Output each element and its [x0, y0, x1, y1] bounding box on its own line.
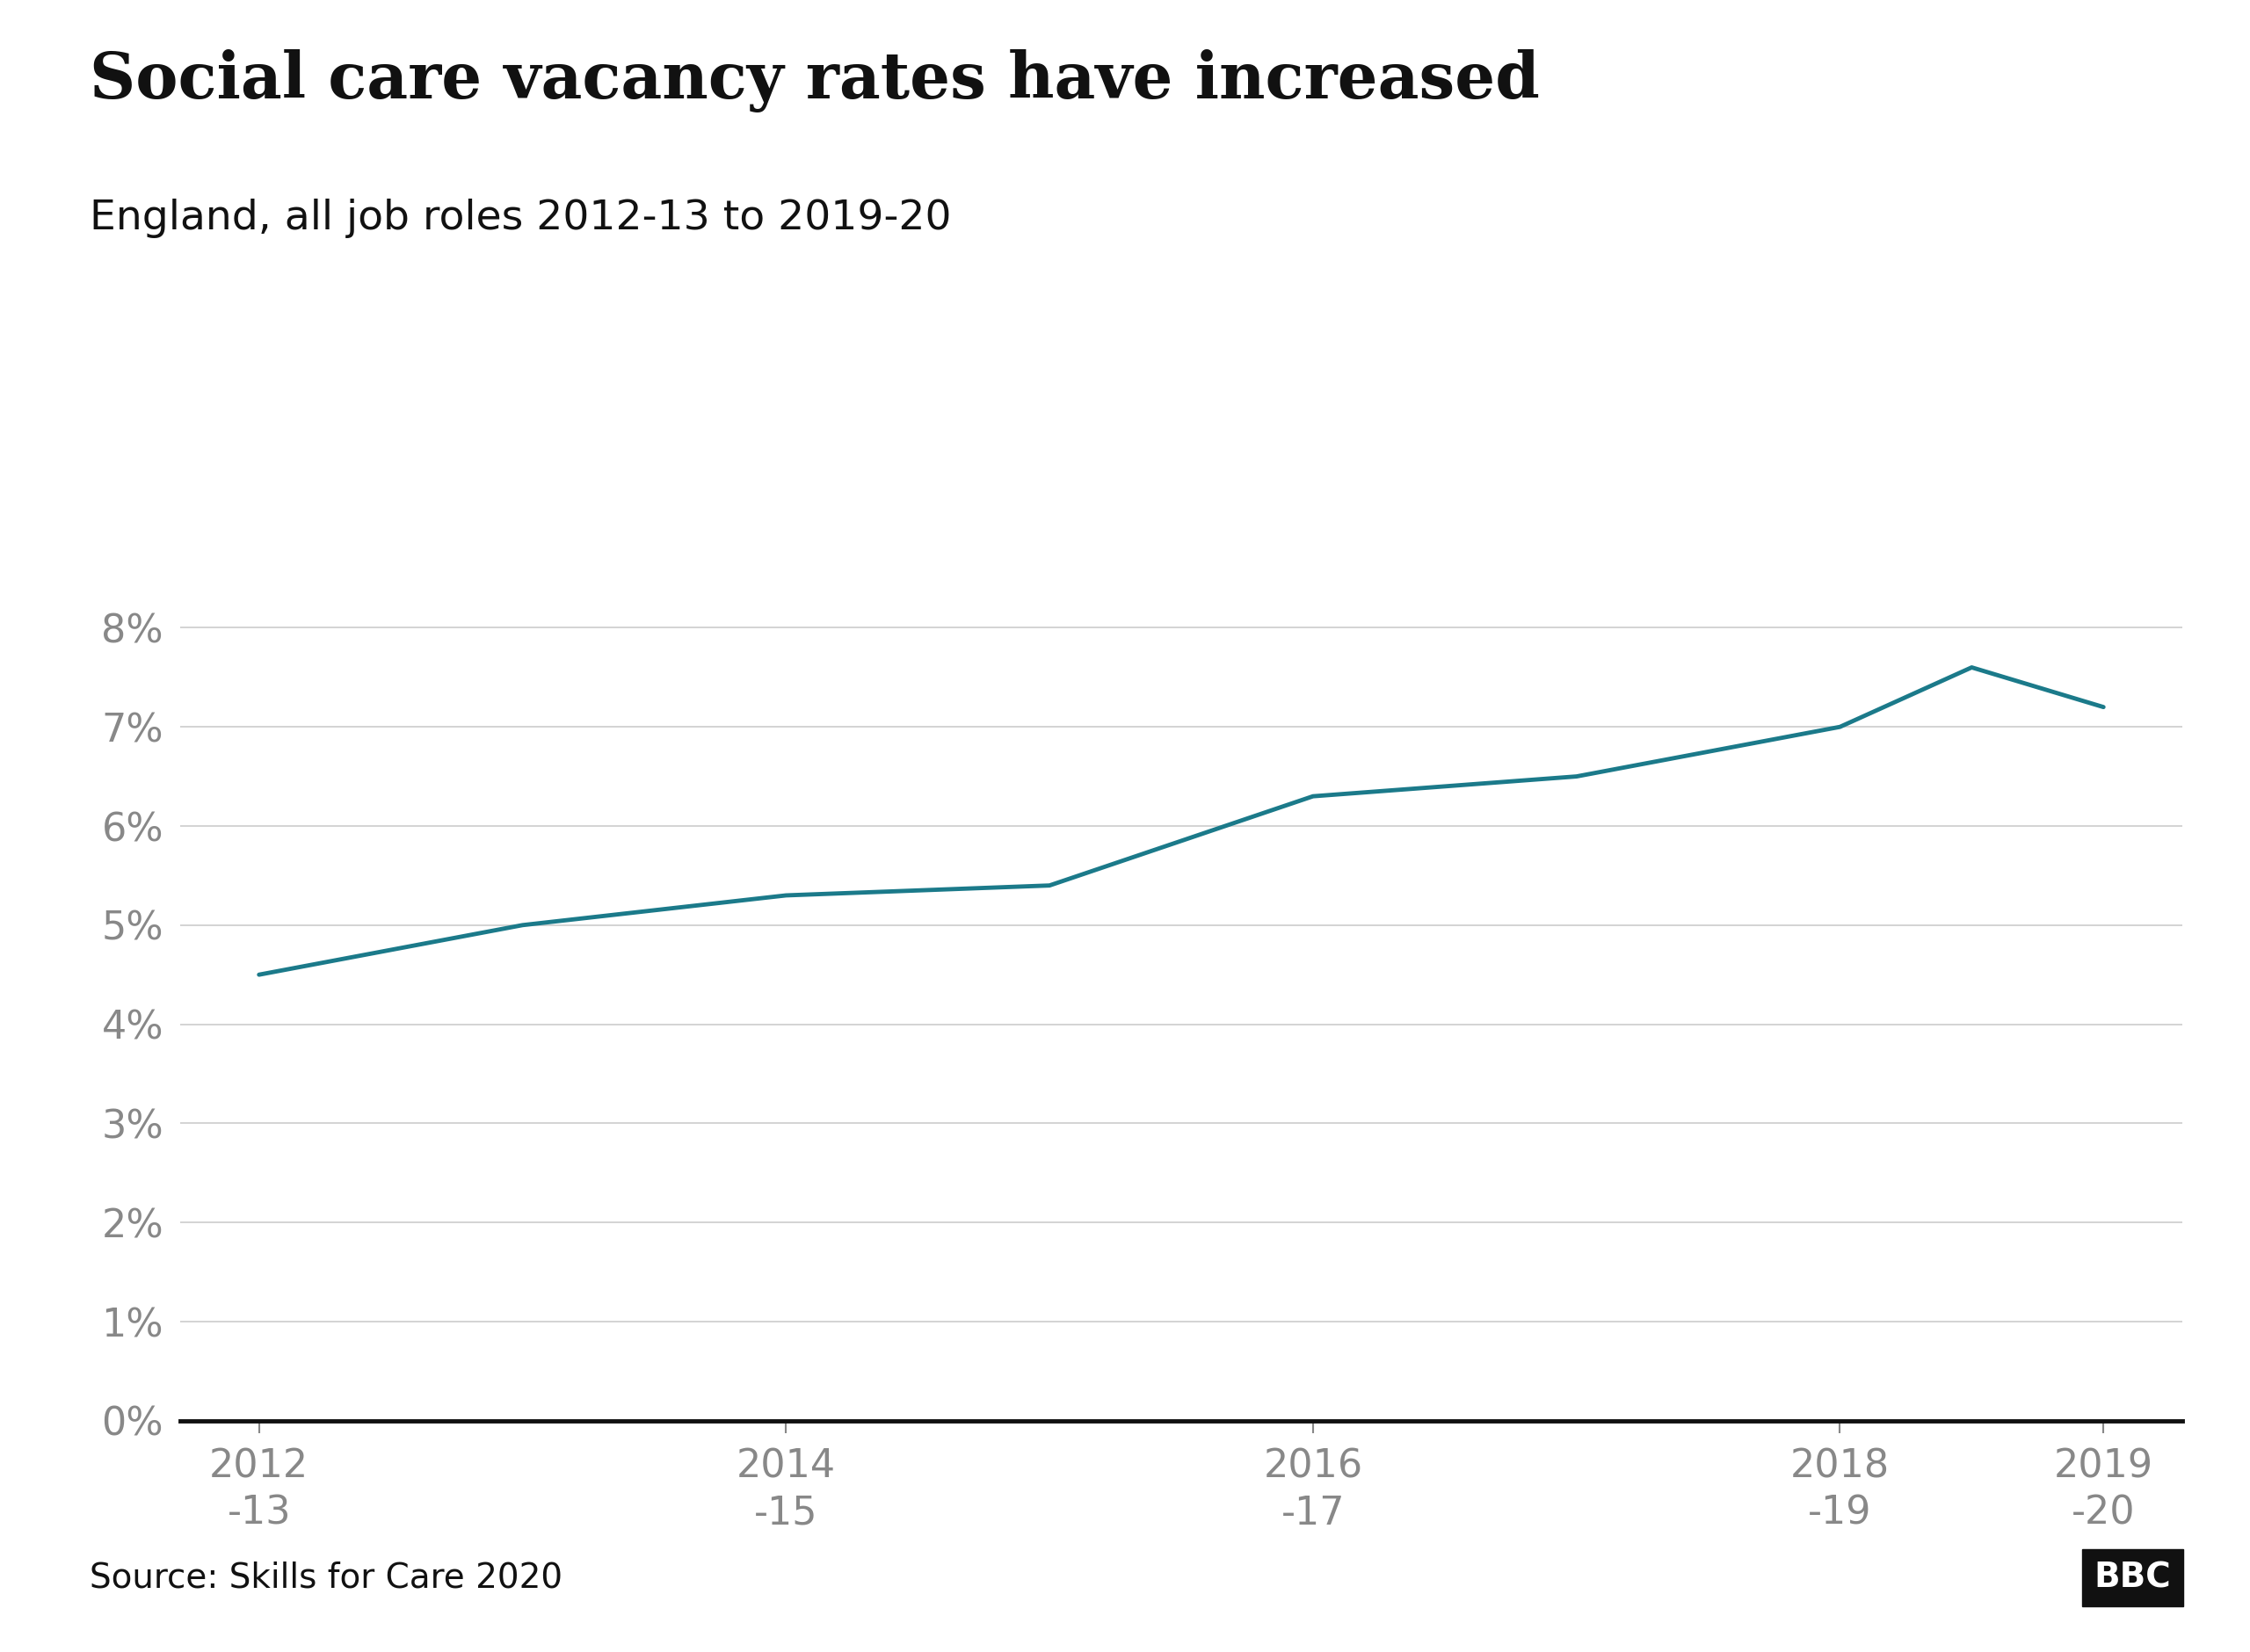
Text: BBC: BBC	[2095, 1561, 2171, 1594]
Text: England, all job roles 2012-13 to 2019-20: England, all job roles 2012-13 to 2019-2…	[90, 198, 952, 238]
Text: Social care vacancy rates have increased: Social care vacancy rates have increased	[90, 50, 1539, 112]
Text: Source: Skills for Care 2020: Source: Skills for Care 2020	[90, 1561, 562, 1594]
